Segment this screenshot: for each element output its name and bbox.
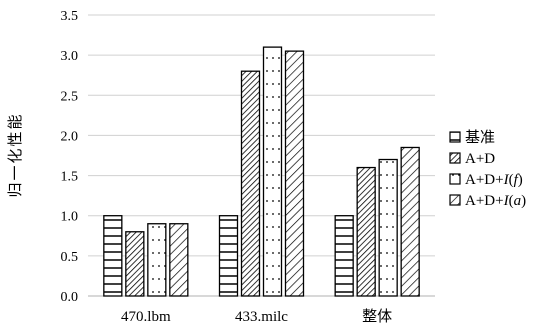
legend-label: 基准: [465, 129, 495, 146]
legend-swatch: [449, 194, 461, 206]
legend-label: A+D+I(a): [465, 193, 526, 209]
legend-swatch: [449, 131, 461, 143]
bar: [103, 215, 123, 297]
legend-label: A+D+I(f): [465, 172, 523, 188]
y-tick-label: 2.5: [61, 89, 79, 104]
x-tick-label: 433.milc: [235, 309, 288, 325]
y-tick-label: 1.0: [61, 210, 79, 225]
legend-swatch: [449, 173, 461, 185]
y-tick-label: 1.5: [61, 170, 79, 185]
x-tick-label: 整体: [362, 308, 392, 325]
bar: [169, 223, 189, 297]
bar: [378, 158, 398, 297]
x-tick-label: 470.lbm: [121, 309, 171, 325]
y-tick-label: 3.0: [61, 49, 79, 64]
bar: [125, 231, 145, 297]
gridlines: [88, 14, 435, 257]
y-tick-label: 3.5: [61, 9, 79, 24]
bar: [262, 46, 283, 297]
y-tick-label: 0.0: [61, 290, 79, 305]
bar: [218, 215, 239, 297]
bar: [284, 50, 305, 297]
legend: 基准 A+D A+D+I(f) A+D+I(a): [449, 129, 526, 209]
legend-label: A+D: [465, 151, 495, 167]
bars: [103, 46, 420, 297]
y-axis-label: 归一化性能: [7, 112, 24, 197]
legend-swatch: [449, 152, 461, 164]
bar: [240, 70, 261, 297]
tick-labels: 0.0 0.5 1.0 1.5 2.0 2.5 3.0 3.5 470.lbm 433.milc 整…: [61, 9, 393, 325]
bar: [356, 166, 376, 297]
bar: [334, 215, 354, 297]
y-tick-label: 0.5: [61, 250, 79, 265]
bar: [400, 146, 420, 297]
bar: [147, 223, 167, 297]
y-tick-label: 2.0: [61, 129, 79, 144]
